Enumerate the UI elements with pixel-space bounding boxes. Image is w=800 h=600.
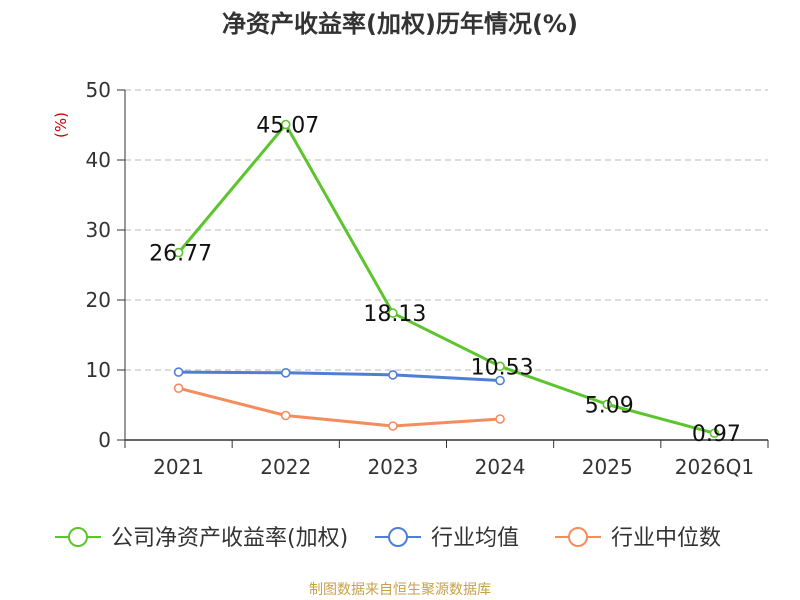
data-point bbox=[388, 421, 398, 431]
data-point bbox=[709, 428, 720, 439]
legend-label: 行业均值 bbox=[431, 526, 519, 551]
source-note: 制图数据来自恒生聚源数据库 bbox=[309, 582, 491, 598]
y-axis-label: (%) bbox=[52, 112, 70, 138]
data-point bbox=[280, 410, 291, 421]
chart-title: 净资产收益率(加权)历年情况(%) bbox=[222, 10, 578, 38]
legend-marker bbox=[388, 527, 408, 547]
data-label: 5.09 bbox=[585, 393, 634, 418]
legend-label: 行业中位数 bbox=[611, 526, 721, 551]
y-tick-label: 0 bbox=[98, 428, 111, 452]
data-point bbox=[495, 361, 505, 372]
y-tick-label: 10 bbox=[86, 358, 111, 382]
legend-marker bbox=[568, 527, 588, 547]
data-label: 26.77 bbox=[149, 242, 212, 267]
y-tick-label: 20 bbox=[86, 288, 111, 312]
legend-label: 公司净资产收益率(加权) bbox=[111, 526, 348, 551]
x-tick-label: 2022 bbox=[260, 455, 311, 479]
y-tick-label: 50 bbox=[86, 78, 111, 102]
data-label: 0.97 bbox=[692, 422, 741, 447]
y-tick-label: 40 bbox=[86, 148, 111, 172]
data-point bbox=[173, 367, 184, 377]
x-tick-label: 2024 bbox=[475, 455, 526, 479]
x-tick-label: 2026Q1 bbox=[675, 455, 754, 479]
y-tick-label: 30 bbox=[86, 218, 111, 242]
data-point bbox=[388, 308, 398, 318]
series-line-2 bbox=[178, 386, 501, 428]
data-point bbox=[388, 370, 398, 380]
x-tick-label: 2021 bbox=[153, 455, 204, 479]
data-label: 10.53 bbox=[471, 355, 534, 380]
data-point bbox=[280, 119, 291, 130]
series-line-1 bbox=[178, 370, 501, 382]
data-point bbox=[280, 367, 291, 378]
data-label: 18.13 bbox=[363, 302, 426, 327]
data-point bbox=[602, 399, 613, 410]
data-point bbox=[173, 247, 184, 258]
series-line-0 bbox=[177, 123, 715, 435]
x-tick-label: 2023 bbox=[367, 455, 418, 479]
data-point bbox=[495, 375, 505, 386]
legend-marker bbox=[68, 527, 88, 547]
data-point bbox=[173, 383, 184, 394]
data-point bbox=[495, 414, 505, 424]
data-label: 45.07 bbox=[256, 114, 319, 139]
x-tick-label: 2025 bbox=[582, 455, 633, 479]
